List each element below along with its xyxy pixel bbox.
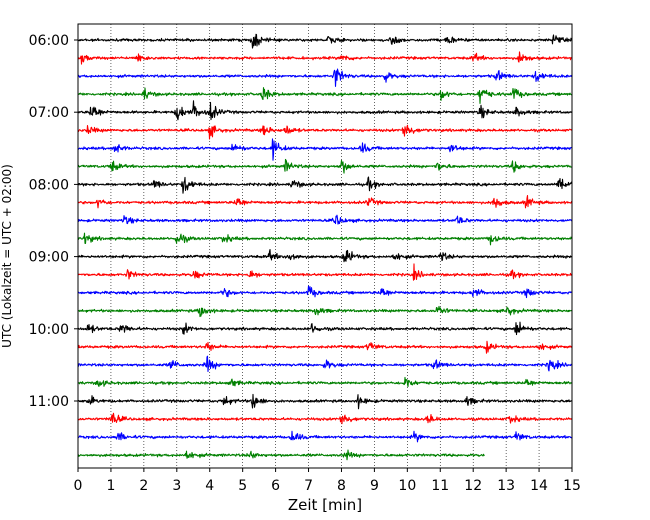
- trace-1015: [77, 340, 573, 354]
- x-tick-label: 9: [370, 478, 379, 494]
- x-tick-label: 12: [464, 478, 482, 494]
- trace-0745: [77, 158, 573, 174]
- trace-0830: [77, 214, 573, 225]
- x-tick-label: 10: [398, 478, 416, 494]
- trace-0945: [77, 305, 573, 318]
- x-tick-label: 13: [497, 478, 515, 494]
- trace-1130: [77, 430, 573, 443]
- plot-frame: [77, 23, 573, 469]
- x-tick-label: 15: [563, 478, 581, 494]
- x-axis-label: Zeit [min]: [288, 496, 362, 514]
- grid-lines: [110, 24, 540, 468]
- trace-0900: [77, 249, 573, 263]
- x-tick-label: 4: [205, 478, 214, 494]
- trace-0815: [77, 194, 573, 209]
- y-tick-label: 08:00: [29, 177, 69, 193]
- trace-0630: [77, 68, 573, 87]
- y-tick-label: 06:00: [29, 33, 69, 49]
- trace-0715: [77, 124, 573, 140]
- x-axis: 0 1 2 3 4 5 6 7 8 9 10 11 12 13 14 15: [74, 468, 581, 494]
- y-tick-label: 09:00: [29, 250, 69, 266]
- trace-1000: [77, 321, 573, 336]
- y-axis: 06:00 07:00 08:00 09:00 10:00 11:00: [29, 33, 78, 410]
- x-tick-label: 11: [431, 478, 449, 494]
- trace-0915: [77, 263, 573, 281]
- x-tick-label: 6: [271, 478, 280, 494]
- x-tick-label: 14: [530, 478, 548, 494]
- trace-0615: [77, 51, 573, 65]
- y-tick-label: 11:00: [29, 394, 69, 410]
- x-tick-label: 2: [139, 478, 148, 494]
- trace-0730: [77, 138, 573, 161]
- trace-0600: [77, 33, 573, 49]
- trace-1115: [77, 412, 573, 425]
- trace-1100: [77, 393, 573, 410]
- trace-0845: [77, 232, 573, 246]
- trace-1045: [77, 376, 573, 388]
- trace-1145: [77, 449, 485, 461]
- x-tick-label: 0: [74, 478, 83, 494]
- x-tick-label: 3: [172, 478, 181, 494]
- y-tick-label: 07:00: [29, 105, 69, 121]
- x-tick-label: 5: [238, 478, 247, 494]
- y-axis-label: UTC (Lokalzeit = UTC + 02:00): [0, 164, 14, 348]
- trace-0800: [77, 176, 573, 194]
- y-tick-label: 10:00: [29, 322, 69, 338]
- trace-0930: [77, 285, 573, 299]
- x-tick-label: 1: [106, 478, 115, 494]
- trace-1030: [77, 355, 573, 373]
- trace-0700: [77, 100, 573, 121]
- x-tick-label: 7: [304, 478, 313, 494]
- trace-0645: [77, 87, 573, 104]
- x-tick-label: 8: [337, 478, 346, 494]
- seismogram-traces: [77, 33, 573, 461]
